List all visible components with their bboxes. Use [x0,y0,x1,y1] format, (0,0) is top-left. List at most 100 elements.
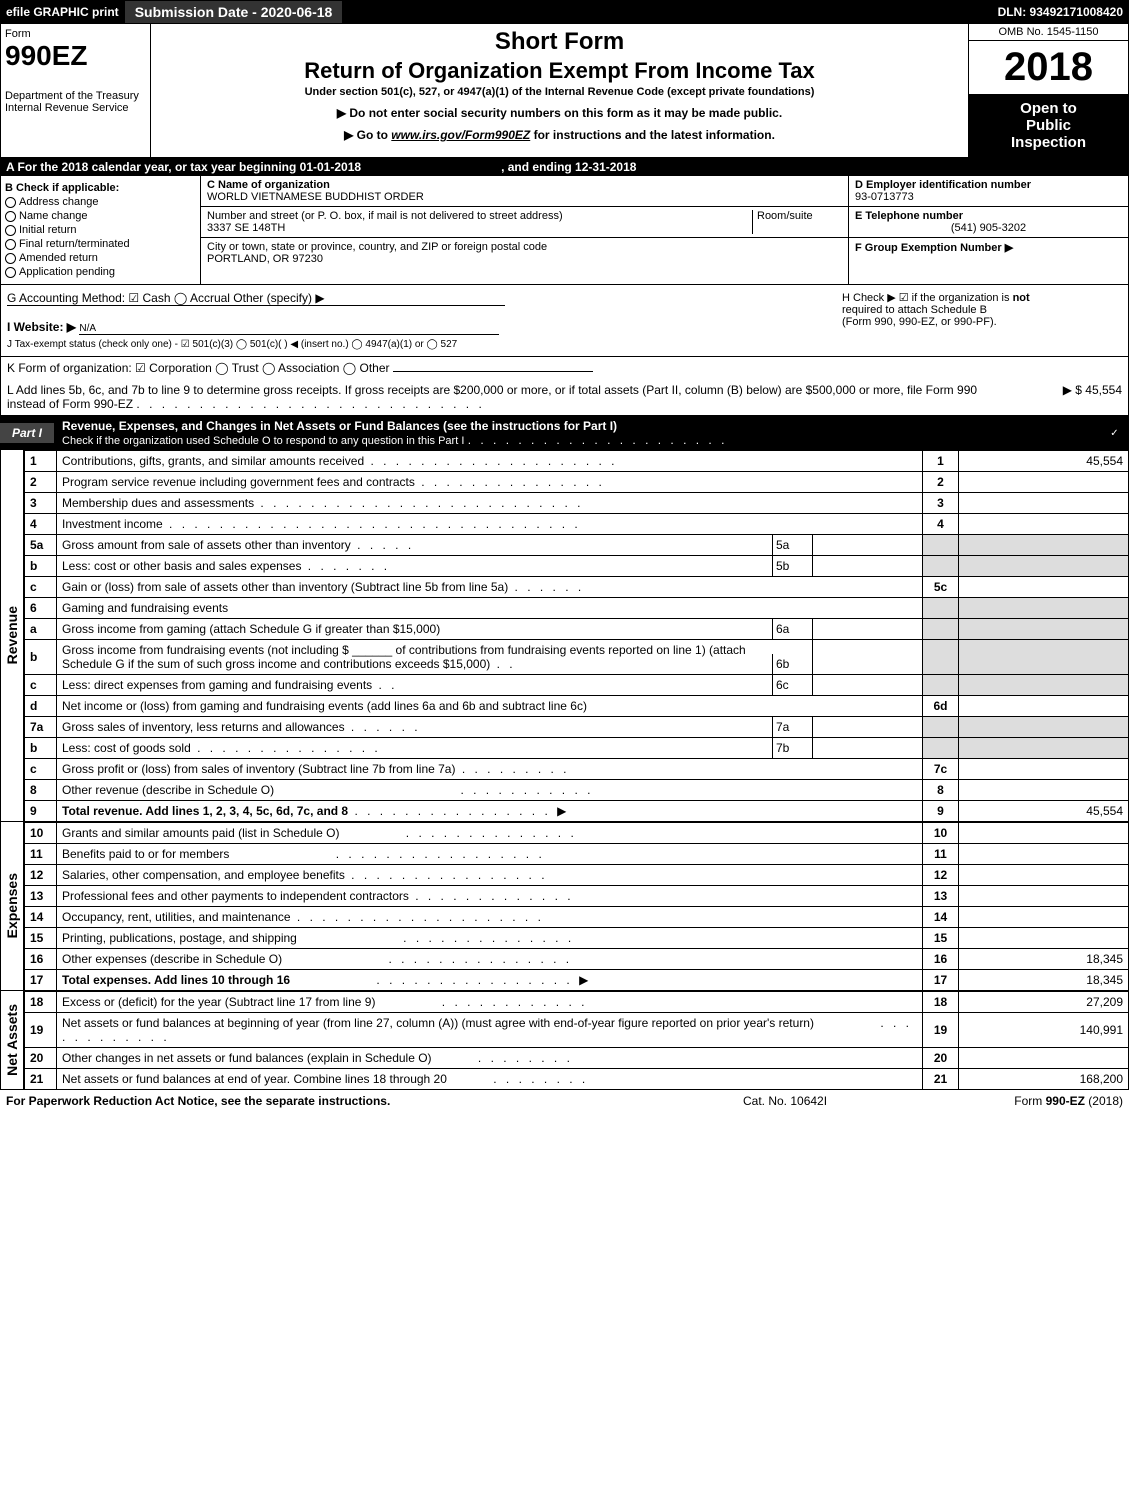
line-16: 16Other expenses (describe in Schedule O… [25,949,1129,970]
line-6c: cLess: direct expenses from gaming and f… [25,675,1129,696]
part-i-label: Part I [0,423,54,443]
under-section: Under section 501(c), 527, or 4947(a)(1)… [159,86,960,98]
info-grid: B Check if applicable: Address change Na… [0,176,1129,285]
goto-pre: ▶ Go to [344,128,391,142]
line-9: 9Total revenue. Add lines 1, 2, 3, 4, 5c… [25,801,1129,822]
chk-initial[interactable]: Initial return [5,224,196,236]
netassets-section: Net Assets 18Excess or (deficit) for the… [0,991,1129,1090]
form-word: Form [5,28,146,40]
sec-ghij: G Accounting Method: ☑ Cash ◯ Accrual Ot… [0,285,1129,357]
line-4: 4Investment income . . . . . . . . . . .… [25,514,1129,535]
line-3: 3Membership dues and assessments . . . .… [25,493,1129,514]
line-7c: cGross profit or (loss) from sales of in… [25,759,1129,780]
line-l-amount: ▶ $ 45,554 [1012,383,1122,411]
part-i-checkbox[interactable]: ✓ [1103,423,1129,443]
revenue-section: Revenue 1Contributions, gifts, grants, a… [0,450,1129,822]
line-13: 13Professional fees and other payments t… [25,886,1129,907]
chk-name[interactable]: Name change [5,210,196,222]
line-12: 12Salaries, other compensation, and empl… [25,865,1129,886]
period-row: A For the 2018 calendar year, or tax yea… [0,158,1129,176]
line-17: 17Total expenses. Add lines 10 through 1… [25,970,1129,991]
d-label: D Employer identification number [855,179,1031,191]
expenses-side-label: Expenses [4,873,20,938]
page-footer: For Paperwork Reduction Act Notice, see … [0,1090,1129,1112]
room-label: Room/suite [757,210,813,222]
chk-final[interactable]: Final return/terminated [5,238,196,250]
line-21: 21Net assets or fund balances at end of … [25,1069,1129,1090]
return-title: Return of Organization Exempt From Incom… [159,58,960,84]
form-number: 990EZ [5,40,146,72]
line-5c: cGain or (loss) from sale of assets othe… [25,577,1129,598]
footer-catno: Cat. No. 10642I [743,1094,943,1108]
box-b: B Check if applicable: Address change Na… [1,176,201,284]
line-7b: bLess: cost of goods sold . . . . . . . … [25,738,1129,759]
line-k-text: K Form of organization: ☑ Corporation ◯ … [7,361,390,375]
line-1: 1Contributions, gifts, grants, and simil… [25,451,1129,472]
line-5b: bLess: cost or other basis and sales exp… [25,556,1129,577]
ssn-warning: ▶ Do not enter social security numbers o… [159,106,960,120]
short-form-title: Short Form [159,28,960,56]
line-k: K Form of organization: ☑ Corporation ◯ … [0,357,1129,379]
omb-number: OMB No. 1545-1150 [969,24,1128,41]
city-value: PORTLAND, OR 97230 [207,253,323,265]
website-value: N/A [79,323,499,335]
line-8: 8Other revenue (describe in Schedule O) … [25,780,1129,801]
line-6: 6Gaming and fundraising events [25,598,1129,619]
chk-amended[interactable]: Amended return [5,252,196,264]
line-7a: 7aGross sales of inventory, less returns… [25,717,1129,738]
period-end: , and ending 12-31-2018 [501,160,636,174]
footer-formref: Form 990-EZ (2018) [943,1094,1123,1108]
line-i-lbl: I Website: ▶ [7,320,76,334]
footer-left: For Paperwork Reduction Act Notice, see … [6,1094,743,1108]
goto-link[interactable]: www.irs.gov/Form990EZ [391,128,530,142]
revenue-side-label: Revenue [4,606,20,664]
header-right: OMB No. 1545-1150 2018 Open to Public In… [968,24,1128,157]
submission-date: Submission Date - 2020-06-18 [125,1,343,23]
open-line1: Open to [975,100,1122,117]
h-line1-pre: H Check ▶ ☑ if the organization is [842,292,1013,304]
part-i-title: Revenue, Expenses, and Changes in Net As… [54,416,1103,450]
line-g: G Accounting Method: ☑ Cash ◯ Accrual Ot… [7,291,505,306]
expenses-section: Expenses 10Grants and similar amounts pa… [0,822,1129,991]
period-begin: A For the 2018 calendar year, or tax yea… [6,160,361,174]
header-center: Short Form Return of Organization Exempt… [151,24,968,157]
dept-treasury: Department of the Treasury [5,90,146,102]
line-19: 19Net assets or fund balances at beginni… [25,1013,1129,1048]
netassets-table: 18Excess or (deficit) for the year (Subt… [24,991,1129,1090]
line-6a: aGross income from gaming (attach Schedu… [25,619,1129,640]
open-to-public: Open to Public Inspection [969,94,1128,157]
top-bar: efile GRAPHIC print Submission Date - 20… [0,0,1129,24]
efile-label: efile GRAPHIC print [0,5,125,19]
tax-year: 2018 [969,41,1128,94]
netassets-side-label: Net Assets [4,1004,20,1076]
line-14: 14Occupancy, rent, utilities, and mainte… [25,907,1129,928]
line-11: 11Benefits paid to or for members . . . … [25,844,1129,865]
f-label: F Group Exemption Number ▶ [855,242,1013,254]
line-j: J Tax-exempt status (check only one) - ☑… [7,339,822,350]
line-l: L Add lines 5b, 6c, and 7b to line 9 to … [0,379,1129,416]
chk-address[interactable]: Address change [5,196,196,208]
line-10: 10Grants and similar amounts paid (list … [25,823,1129,844]
line-5a: 5aGross amount from sale of assets other… [25,535,1129,556]
d-value: 93-0713773 [855,191,914,203]
h-line2: required to attach Schedule B [842,304,987,316]
h-not: not [1013,292,1030,304]
city-label: City or town, state or province, country… [207,241,547,253]
goto-line: ▶ Go to www.irs.gov/Form990EZ for instru… [159,128,960,142]
e-value: (541) 905-3202 [855,222,1122,234]
form-header: Form 990EZ Department of the Treasury In… [0,24,1129,158]
open-line3: Inspection [975,134,1122,151]
line-18: 18Excess or (deficit) for the year (Subt… [25,992,1129,1013]
box-def: D Employer identification number 93-0713… [848,176,1128,284]
chk-pending[interactable]: Application pending [5,266,196,278]
open-line2: Public [975,117,1122,134]
street-label: Number and street (or P. O. box, if mail… [207,210,563,222]
line-15: 15Printing, publications, postage, and s… [25,928,1129,949]
c-label: C Name of organization [207,179,330,191]
dln: DLN: 93492171008420 [992,5,1129,19]
expenses-table: 10Grants and similar amounts paid (list … [24,822,1129,991]
box-c: C Name of organization WORLD VIETNAMESE … [201,176,848,284]
line-6d: dNet income or (loss) from gaming and fu… [25,696,1129,717]
line-2: 2Program service revenue including gover… [25,472,1129,493]
revenue-table: 1Contributions, gifts, grants, and simil… [24,450,1129,822]
